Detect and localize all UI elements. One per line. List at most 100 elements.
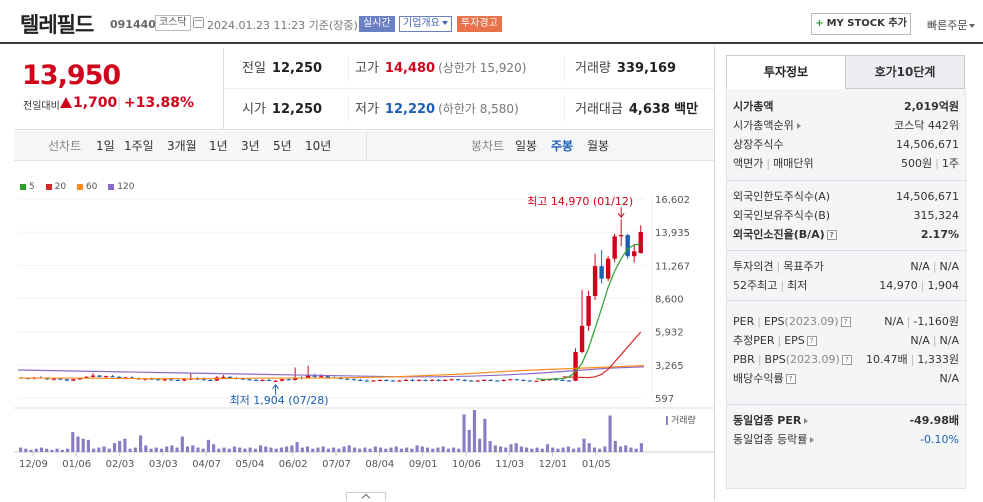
volume-bar <box>165 446 169 452</box>
period-tab-1d[interactable]: 1일 <box>96 139 115 153</box>
separator: | <box>766 157 771 170</box>
candle-body <box>495 380 500 382</box>
pbr-label: PBR <box>733 353 755 366</box>
volume-bar <box>175 447 179 452</box>
chevron-right-icon <box>796 123 801 129</box>
bps-value: 1,333원 <box>917 353 959 366</box>
stock-header: 텔레필드 091440 코스닥 2024.01.23 11:23 기준(장중) … <box>0 0 983 44</box>
tab-investment-info[interactable]: 투자정보 <box>726 55 846 89</box>
quote-panel: 13,950 전일대비 1,700 | +13.88% 전일 12,250 고가 1… <box>14 48 714 130</box>
company-overview-button[interactable]: 기업개요 <box>399 16 452 32</box>
separator: | <box>776 260 781 273</box>
w52-high-label: 52주최고 <box>733 279 778 292</box>
volume-bar <box>118 440 122 452</box>
help-icon[interactable]: ? <box>841 355 852 365</box>
legend-ma60: 60 <box>76 182 97 192</box>
volume-bar <box>149 448 153 452</box>
help-icon[interactable]: ? <box>840 317 851 327</box>
separator: | <box>935 157 939 170</box>
period-tab-1y[interactable]: 1년 <box>209 139 228 153</box>
chart-collapse-button[interactable] <box>346 492 386 501</box>
volume-bar <box>144 445 148 452</box>
price-chart[interactable]: 16,602 13,935 11,267 8,600 5,932 3,265 597 12/0… <box>14 162 714 501</box>
volume-bar <box>358 448 362 452</box>
sector-change-link[interactable]: 동일업종 등락률 <box>733 430 815 449</box>
period-tab-3m[interactable]: 3개월 <box>167 139 197 153</box>
sector-per-link[interactable]: 동일업종 PER <box>733 411 809 430</box>
candle-body <box>514 379 520 381</box>
volume-cell: 거래량 339,169 <box>564 56 676 81</box>
bps-year: (2023.09) <box>785 353 840 366</box>
x-tick-label: 03/03 <box>149 459 178 470</box>
volume-bar <box>420 446 424 452</box>
target-label: 목표주가 <box>783 260 824 273</box>
legend-swatch <box>108 183 115 190</box>
volume-bar <box>608 415 612 452</box>
cap-rank-value: 코스닥 442위 <box>894 119 959 132</box>
tab-orderbook-10[interactable]: 호가10단계 <box>845 55 965 89</box>
help-icon[interactable]: ? <box>826 230 837 240</box>
volume-bar <box>139 435 143 452</box>
section-foreign: 외국인한도주식수(A) 14,506,671 외국인보유주식수(B) 315,324… <box>727 181 967 251</box>
row-par-unit: 액면가 | 매매단위 500원 | 1주 <box>727 154 967 173</box>
bps-label: BPS <box>764 353 786 366</box>
candle-body <box>384 379 389 381</box>
help-icon[interactable]: ? <box>785 374 796 384</box>
change-rate: +13.88% <box>124 95 195 111</box>
legend-swatch <box>20 183 26 190</box>
period-tab-10y[interactable]: 10년 <box>305 139 332 153</box>
x-tick-label: 01/06 <box>62 459 91 470</box>
candle-tab-monthly[interactable]: 월봉 <box>587 139 610 153</box>
candle-tab-daily[interactable]: 일봉 <box>515 139 538 153</box>
volume-bar <box>19 447 23 452</box>
candle-body <box>436 379 441 381</box>
sector-change-label: 동일업종 등락률 <box>733 433 808 446</box>
realtime-badge: 실시간 <box>359 16 395 32</box>
volume-bar <box>290 445 294 452</box>
amount-value: 4,638 <box>628 102 670 117</box>
volume-bar <box>561 447 565 452</box>
volume-bar <box>399 448 403 452</box>
row-est-per-eps: 추정PER | EPS? N/A | N/A <box>727 331 967 350</box>
volume-bar <box>107 448 111 452</box>
candle-body <box>45 378 50 380</box>
y-tick-label: 597 <box>655 394 674 405</box>
candle-body <box>292 377 298 380</box>
period-tab-5y[interactable]: 5년 <box>273 139 292 153</box>
help-icon[interactable]: ? <box>806 336 817 346</box>
candle-tab-weekly[interactable]: 주봉 <box>551 139 574 153</box>
period-tab-1w[interactable]: 1주일 <box>124 139 154 153</box>
volume-bar <box>394 446 398 452</box>
quick-order-link[interactable]: 빠른주문 <box>927 17 976 33</box>
volume-bar <box>613 440 617 452</box>
row-52w: 52주최고 | 최저 14,970 | 1,904 <box>727 276 967 295</box>
candle-body <box>377 379 383 381</box>
div-value: N/A <box>939 372 959 385</box>
period-tab-3y[interactable]: 3년 <box>241 139 260 153</box>
legend-label: 120 <box>117 182 135 192</box>
foreign-rate-value: 2.17% <box>920 228 959 241</box>
pbr-label-wrap: PBR | BPS(2023.09)? <box>733 350 852 369</box>
change-separator: | <box>117 96 122 110</box>
volume-bar <box>629 447 633 452</box>
candle-body <box>508 379 513 381</box>
candle-body <box>573 351 578 381</box>
volume-bar <box>185 446 190 452</box>
candle-body <box>566 380 572 382</box>
candle-body <box>51 378 57 380</box>
caret-down-icon <box>441 21 448 25</box>
cap-rank-link[interactable]: 시가총액순위 <box>733 116 801 135</box>
volume-bar <box>285 446 289 452</box>
ma60-line <box>18 365 645 380</box>
unit-value: 1주 <box>941 157 959 170</box>
volume-bar <box>498 446 503 452</box>
stock-name[interactable]: 텔레필드 <box>20 13 94 37</box>
chart-canvas: 16,602 13,935 11,267 8,600 5,932 3,265 597 12/0… <box>14 194 714 470</box>
add-mystock-button[interactable]: + MY STOCK 추가 <box>811 13 911 35</box>
volume-bar <box>264 446 268 452</box>
volume-bar <box>488 440 492 452</box>
foreign-rate-label: 외국인소진율(B/A) <box>733 228 825 241</box>
sector-per-label: 동일업종 PER <box>733 414 802 427</box>
row-per-eps: PER | EPS(2023.09)? N/A | -1,160원 <box>727 312 967 331</box>
volume-bar <box>222 447 226 452</box>
